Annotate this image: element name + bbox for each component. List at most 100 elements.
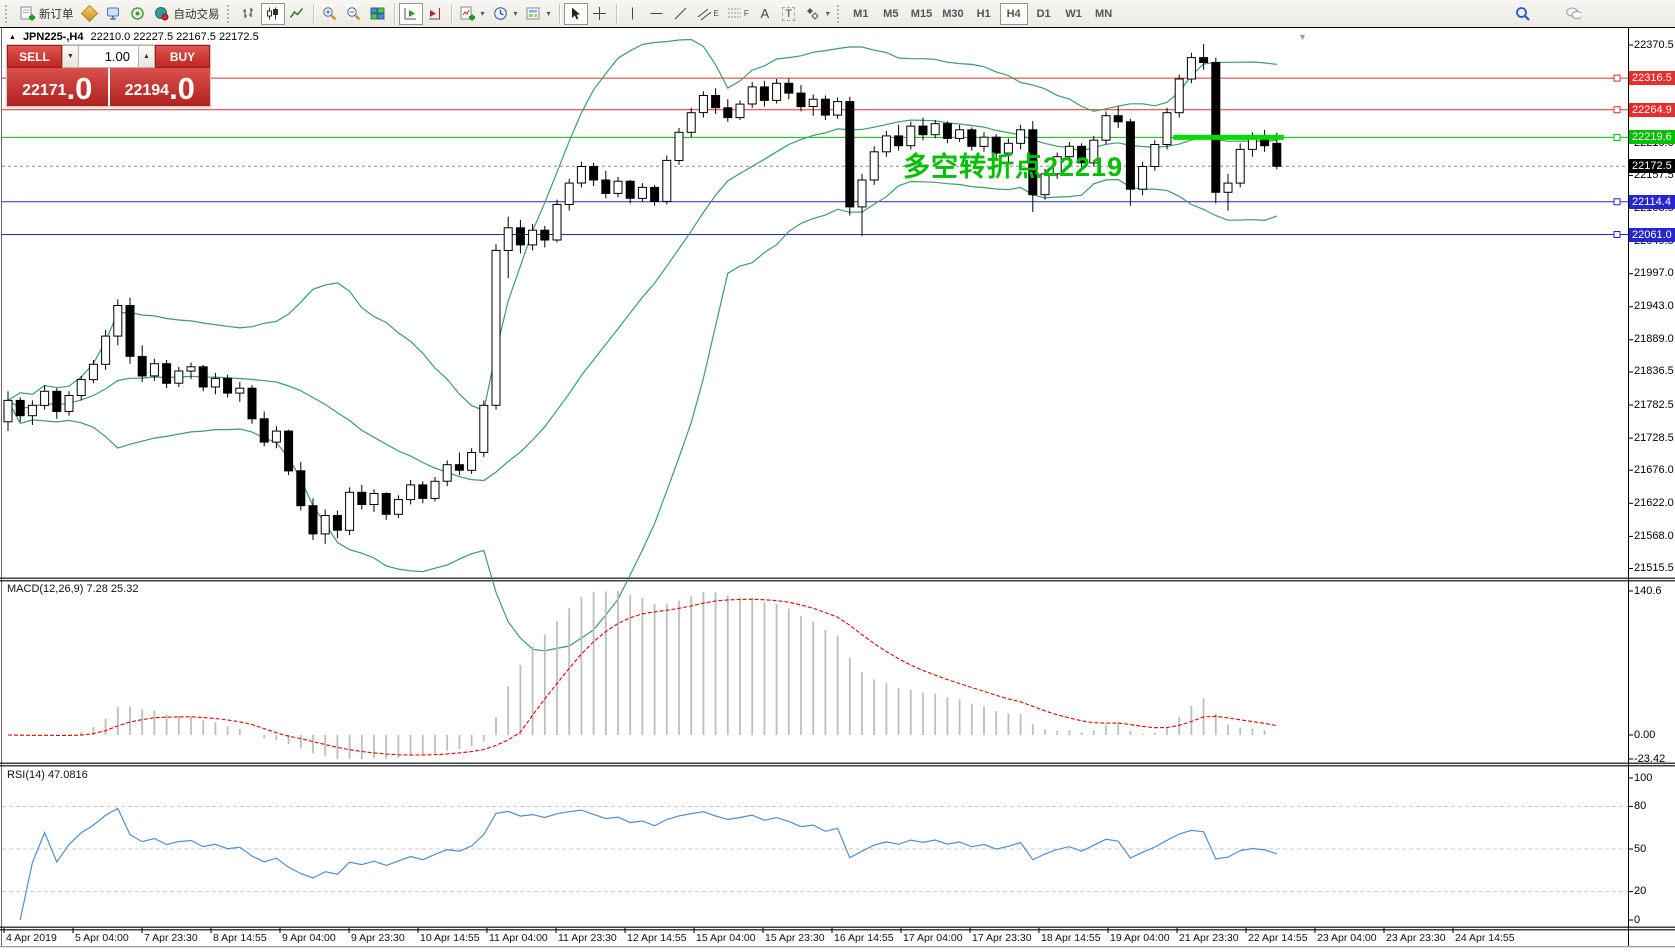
price-axis-tick: 21728.5: [1634, 431, 1674, 444]
line-chart-icon: [289, 6, 305, 22]
horizontal-line-tool-button[interactable]: [645, 3, 669, 25]
rsi-axis-tick: 100: [1634, 771, 1653, 784]
buy-button[interactable]: BUY: [155, 45, 210, 68]
bar-chart-icon: [241, 6, 257, 22]
time-axis-label: 17 Apr 04:00: [903, 932, 963, 944]
volume-input[interactable]: 1.00: [79, 45, 138, 68]
text-tool-button[interactable]: A: [753, 3, 777, 25]
periods-button[interactable]: ▾: [489, 3, 522, 25]
monitor-icon: [106, 6, 122, 22]
text-tool-icon: A: [760, 6, 770, 21]
signals-button[interactable]: [126, 3, 150, 25]
price-axis-tick: 21997.0: [1634, 267, 1674, 280]
timeframe-m1-button[interactable]: M1: [847, 3, 875, 25]
gold-diamond-icon: [81, 5, 98, 22]
fibonacci-tool-sub-label: F: [743, 9, 749, 18]
shapes-icon: [805, 6, 821, 22]
line-chart-button[interactable]: [285, 3, 309, 25]
templates-button[interactable]: ▾: [522, 3, 555, 25]
timeframe-h1-button[interactable]: H1: [970, 3, 998, 25]
timeframe-h4-button[interactable]: H4: [999, 2, 1028, 25]
price-line-tag: 22264.9: [1629, 102, 1675, 117]
collapse-arrow-icon[interactable]: ▲: [9, 33, 16, 41]
search-icon: [1515, 6, 1531, 22]
chat-button[interactable]: [1561, 3, 1585, 25]
search-button[interactable]: [1511, 3, 1535, 25]
time-axis-label: 17 Apr 23:30: [972, 932, 1032, 944]
indicators-icon: [460, 6, 476, 22]
price-axis-tick: 21836.5: [1634, 365, 1674, 378]
price-axis-tick: 21515.5: [1634, 562, 1674, 574]
chart-shift-marker[interactable]: ▼: [1298, 32, 1307, 42]
sell-price-panel[interactable]: 22171 .0: [7, 68, 108, 106]
text-label-tool-button[interactable]: T: [777, 3, 801, 25]
timeframe-d1-button[interactable]: D1: [1030, 3, 1058, 25]
toolbar-separator: [393, 3, 395, 24]
rsi-axis-tick: 80: [1634, 799, 1647, 812]
time-axis-label: 22 Apr 14:55: [1248, 932, 1308, 944]
vertical-line-tool-button[interactable]: [621, 3, 645, 25]
timeframe-m5-button[interactable]: M5: [877, 3, 905, 25]
price-axis-tick: 21889.0: [1634, 333, 1674, 346]
dropdown-arrow-icon: ▾: [480, 9, 485, 18]
tile-windows-button[interactable]: [366, 3, 390, 25]
time-axis-label: 11 Apr 23:30: [558, 932, 617, 944]
zoom-out-button[interactable]: [342, 3, 366, 25]
time-axis-label: 24 Apr 14:55: [1455, 932, 1515, 944]
time-axis-label: 23 Apr 04:00: [1317, 932, 1377, 944]
auto-scroll-button[interactable]: [398, 2, 423, 25]
time-axis-label: 5 Apr 04:00: [75, 932, 129, 944]
timeframe-mn-button[interactable]: MN: [1090, 3, 1118, 25]
toolbar-separator: [558, 3, 560, 24]
zoom-in-button[interactable]: [318, 3, 342, 25]
chart-annotation-text[interactable]: 多空转折点22219: [903, 152, 1124, 182]
cursor-tool-button[interactable]: [563, 2, 588, 25]
candlestick-chart-button[interactable]: [260, 2, 285, 25]
toolbar-separator: [450, 3, 452, 24]
time-axis-label: 7 Apr 23:30: [144, 932, 198, 944]
shapes-tool-button[interactable]: ▾: [801, 3, 834, 25]
candlestick-chart-icon: [265, 6, 281, 22]
sell-button[interactable]: SELL: [7, 45, 62, 68]
channel-tool-button[interactable]: E: [693, 3, 723, 25]
toolbar-grip[interactable]: [226, 4, 234, 23]
indicators-button[interactable]: ▾: [456, 3, 489, 25]
rsi-pane-label: RSI(14) 47.0816: [7, 769, 88, 781]
autotrade-label: 自动交易: [173, 8, 220, 21]
timeframe-w1-button[interactable]: W1: [1060, 3, 1088, 25]
buy-price-panel[interactable]: 22194 .0: [109, 68, 210, 106]
rsi-axis-tick: 0: [1634, 913, 1641, 926]
bar-chart-button[interactable]: [237, 3, 261, 25]
new-order-icon: [19, 6, 35, 22]
time-axis-label: 9 Apr 23:30: [351, 932, 405, 944]
chat-icon: [1565, 6, 1581, 22]
metaquotes-button[interactable]: [78, 3, 102, 25]
timeframe-m15-button[interactable]: M15: [907, 3, 936, 25]
chart-window: ▲ JPN225-,H4 22210.0 22227.5 22167.5 221…: [0, 27, 1675, 952]
new-order-button[interactable]: 新订单: [15, 3, 78, 25]
price-line-tag: 22114.4: [1629, 194, 1675, 209]
timeframe-m30-button[interactable]: M30: [938, 3, 967, 25]
volume-down-button[interactable]: ▼: [62, 45, 79, 68]
volume-up-button[interactable]: ▲: [138, 45, 155, 68]
autotrade-button[interactable]: 自动交易: [150, 3, 224, 25]
zoom-out-icon: [346, 6, 362, 22]
chart-canvas[interactable]: [0, 27, 1675, 952]
market-watch-button[interactable]: [102, 3, 126, 25]
buy-price-fraction: .0: [169, 71, 195, 106]
fibonacci-tool-button[interactable]: F: [723, 3, 753, 25]
time-axis-label: 4 Apr 2019: [6, 932, 57, 944]
toolbar-grip[interactable]: [5, 4, 12, 23]
time-axis-label: 9 Apr 04:00: [282, 932, 336, 944]
toolbar-grip[interactable]: [836, 4, 844, 23]
chart-shift-button[interactable]: [423, 3, 447, 25]
trendline-tool-button[interactable]: [669, 3, 693, 25]
vertical-line-icon: [625, 6, 641, 22]
symbol-header: ▲ JPN225-,H4 22210.0 22227.5 22167.5 221…: [9, 31, 259, 43]
price-axis-tick: 21943.0: [1634, 300, 1674, 313]
time-axis-label: 18 Apr 14:55: [1041, 932, 1101, 944]
crosshair-tool-button[interactable]: [588, 3, 612, 25]
buy-price: 22194: [124, 82, 170, 99]
toolbar-right-group: [1511, 3, 1585, 25]
zoom-in-icon: [322, 6, 338, 22]
